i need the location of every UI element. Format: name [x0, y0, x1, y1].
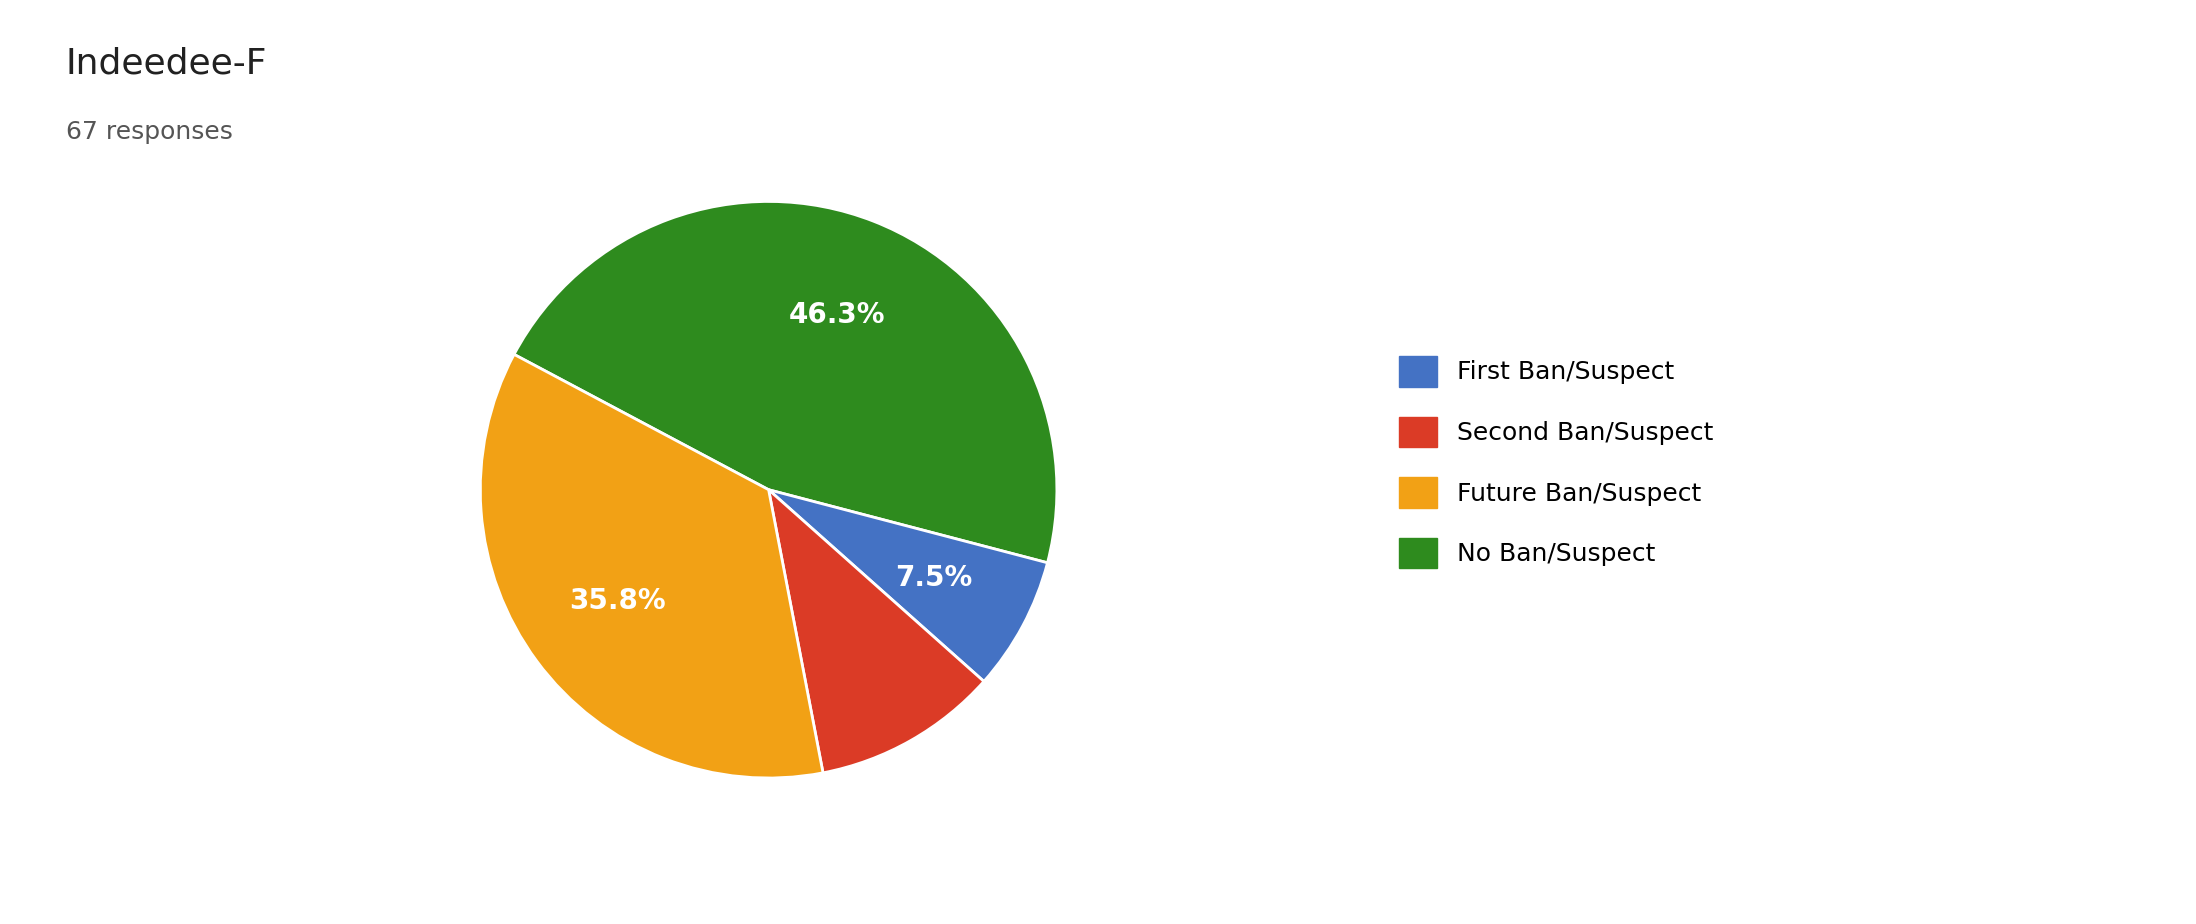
- Text: 46.3%: 46.3%: [788, 301, 885, 329]
- Wedge shape: [514, 201, 1056, 563]
- Wedge shape: [481, 355, 824, 778]
- Text: Indeedee-F: Indeedee-F: [66, 46, 268, 80]
- Text: 35.8%: 35.8%: [569, 587, 665, 615]
- Text: 7.5%: 7.5%: [896, 565, 973, 592]
- Wedge shape: [769, 490, 984, 772]
- Legend: First Ban/Suspect, Second Ban/Suspect, Future Ban/Suspect, No Ban/Suspect: First Ban/Suspect, Second Ban/Suspect, F…: [1375, 331, 1737, 593]
- Wedge shape: [769, 490, 1047, 681]
- Text: 67 responses: 67 responses: [66, 120, 233, 144]
